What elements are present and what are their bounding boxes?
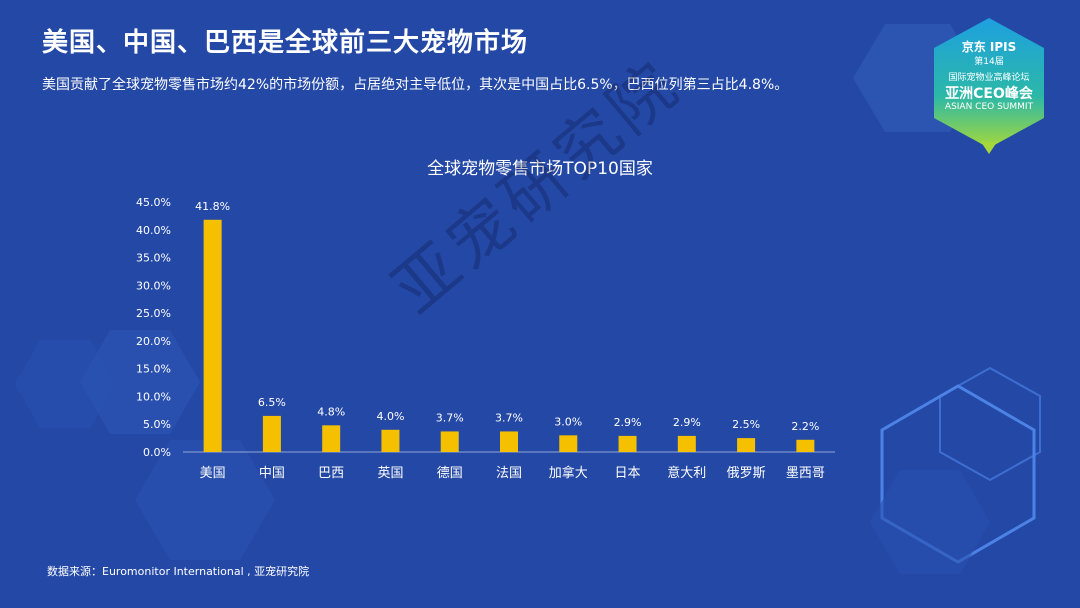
data-source: 数据来源：Euromonitor International , 亚宠研究院 [47, 565, 310, 578]
x-tick-label: 意大利 [667, 465, 706, 481]
data-label: 3.7% [436, 411, 464, 424]
bar [500, 431, 518, 452]
x-tick-label: 墨西哥 [786, 466, 825, 481]
data-label: 2.5% [732, 418, 760, 431]
y-tick-label: 40.0% [136, 224, 171, 237]
x-tick-label: 法国 [496, 466, 522, 481]
bar [737, 438, 756, 452]
x-tick-label: 俄罗斯 [727, 466, 766, 481]
logo-summit-name: 亚洲CEO峰会 [945, 86, 1033, 102]
data-label: 41.8% [195, 200, 230, 213]
logo-summit-english: ASIAN CEO SUMMIT [944, 102, 1034, 112]
x-tick-label: 德国 [437, 466, 463, 481]
data-label: 6.5% [258, 396, 286, 409]
data-label: 4.8% [317, 405, 345, 418]
bar [440, 431, 459, 452]
x-tick-label: 中国 [259, 466, 285, 481]
y-tick-label: 25.0% [136, 307, 171, 320]
data-label: 2.9% [614, 416, 642, 429]
bar [203, 219, 222, 452]
y-tick-label: 10.0% [136, 390, 171, 403]
x-tick-label: 美国 [200, 466, 226, 481]
chart-title: 全球宠物零售市场TOP10国家 [427, 159, 653, 179]
logo-forum-name: 国际宠物业高峰论坛 [948, 73, 1030, 83]
y-tick-label: 0.0% [143, 446, 171, 459]
bar [322, 425, 341, 452]
data-label: 3.0% [554, 415, 582, 428]
bar [559, 435, 578, 452]
page-title: 美国、中国、巴西是全球前三大宠物市场 [42, 28, 529, 58]
x-tick-label: 巴西 [318, 466, 344, 481]
y-tick-label: 15.0% [136, 363, 171, 376]
y-tick-label: 20.0% [136, 335, 171, 348]
y-tick-label: 30.0% [136, 279, 171, 292]
data-label: 2.9% [673, 416, 701, 429]
y-tick-label: 5.0% [143, 418, 171, 431]
data-label: 4.0% [376, 410, 404, 423]
x-tick-label: 英国 [377, 466, 403, 481]
y-tick-label: 35.0% [136, 252, 171, 265]
bar [796, 439, 815, 452]
data-label: 3.7% [495, 411, 523, 424]
x-tick-label: 加拿大 [549, 465, 588, 481]
x-tick-label: 日本 [615, 466, 641, 481]
y-tick-label: 45.0% [136, 196, 171, 209]
page-subtitle: 美国贡献了全球宠物零售市场约42%的市场份额，占居绝对主导低位，其次是中国占比6… [42, 77, 789, 93]
bar [677, 435, 696, 452]
bar [381, 429, 400, 452]
logo-brand: 京东 IPIS [961, 40, 1017, 54]
bar [618, 435, 637, 452]
logo-edition: 第14届 [974, 57, 1004, 67]
data-label: 2.2% [791, 420, 819, 433]
logo-hexagon-icon [934, 18, 1044, 154]
bar [262, 415, 281, 452]
summit-logo: 京东 IPIS 第14届 国际宠物业高峰论坛 亚洲CEO峰会 ASIAN CEO… [926, 14, 1052, 154]
